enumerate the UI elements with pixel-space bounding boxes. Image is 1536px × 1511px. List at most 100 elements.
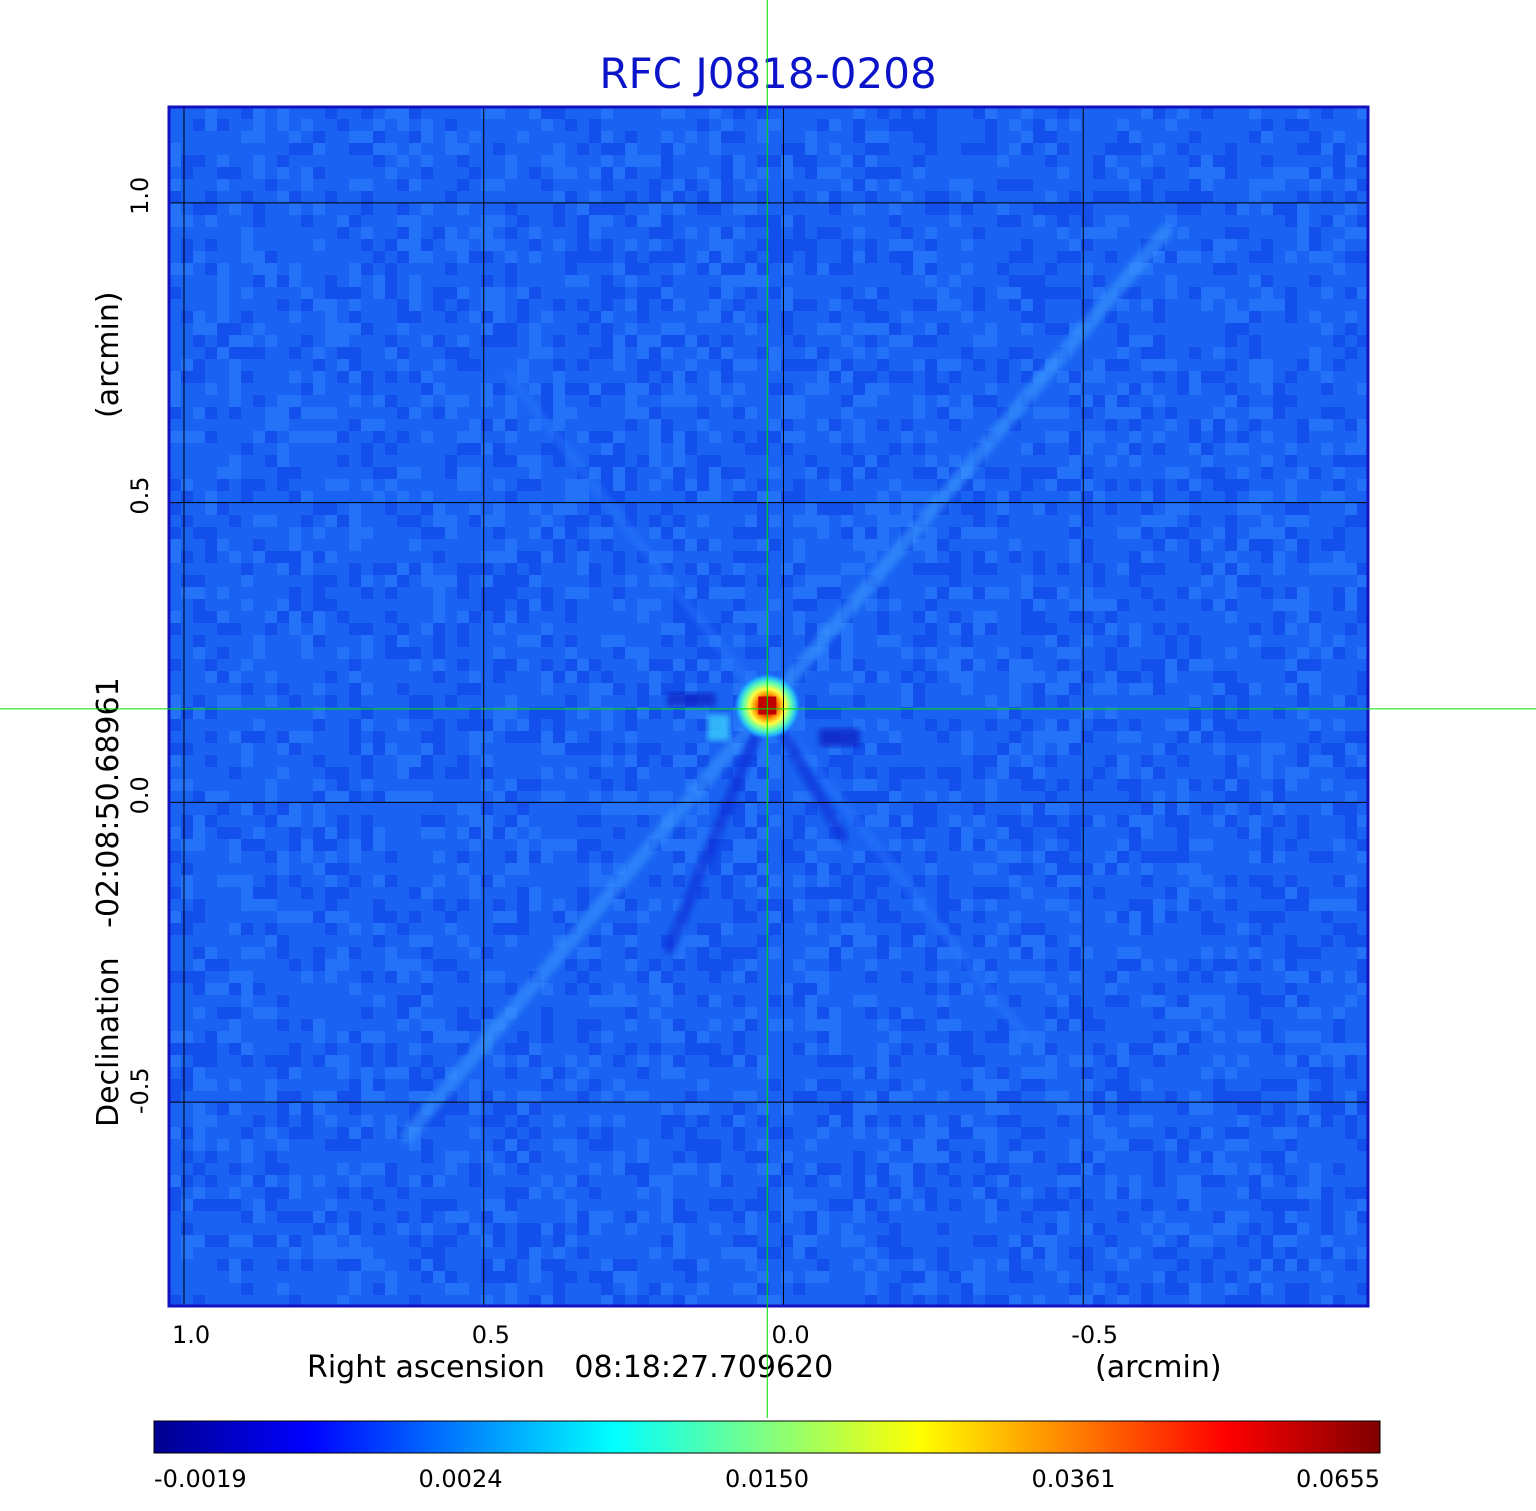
noise-pixel	[1225, 359, 1237, 371]
noise-pixel	[1141, 659, 1153, 671]
noise-pixel	[277, 107, 289, 119]
noise-pixel	[301, 647, 313, 659]
noise-pixel	[1357, 599, 1368, 611]
noise-pixel	[241, 131, 253, 143]
noise-pixel	[181, 1067, 193, 1079]
noise-pixel	[1261, 431, 1273, 443]
noise-pixel	[265, 779, 277, 791]
noise-pixel	[1009, 539, 1021, 551]
noise-pixel	[589, 683, 601, 695]
noise-pixel	[889, 791, 901, 803]
noise-pixel	[1345, 323, 1357, 335]
noise-pixel	[325, 767, 337, 779]
noise-pixel	[313, 863, 325, 875]
noise-pixel	[421, 983, 433, 995]
noise-pixel	[301, 215, 313, 227]
noise-pixel	[505, 539, 517, 551]
noise-pixel	[661, 1055, 673, 1067]
noise-pixel	[685, 587, 697, 599]
noise-pixel	[529, 1247, 541, 1259]
noise-pixel	[1057, 215, 1069, 227]
noise-pixel	[193, 1103, 205, 1115]
noise-pixel	[1285, 959, 1297, 971]
noise-pixel	[1153, 1007, 1165, 1019]
noise-pixel	[805, 707, 817, 719]
noise-pixel	[241, 1235, 253, 1247]
noise-pixel	[1045, 983, 1057, 995]
noise-pixel	[1165, 539, 1177, 551]
noise-pixel	[493, 1211, 505, 1223]
noise-pixel	[181, 575, 193, 587]
noise-pixel	[181, 1235, 193, 1247]
noise-pixel	[901, 767, 913, 779]
noise-pixel	[397, 1211, 409, 1223]
noise-pixel	[997, 587, 1009, 599]
noise-pixel	[505, 155, 517, 167]
noise-pixel	[517, 851, 529, 863]
noise-pixel	[637, 263, 649, 275]
noise-pixel	[1189, 635, 1201, 647]
noise-pixel	[613, 923, 625, 935]
noise-pixel	[289, 1295, 301, 1306]
noise-pixel	[649, 803, 661, 815]
noise-pixel	[385, 263, 397, 275]
noise-pixel	[385, 1115, 397, 1127]
noise-pixel	[1093, 815, 1105, 827]
noise-pixel	[745, 1151, 757, 1163]
noise-pixel	[253, 167, 265, 179]
noise-pixel	[493, 443, 505, 455]
noise-pixel	[949, 179, 961, 191]
noise-pixel	[517, 803, 529, 815]
noise-pixel	[313, 779, 325, 791]
noise-pixel	[1153, 1247, 1165, 1259]
noise-pixel	[1177, 587, 1189, 599]
noise-pixel	[421, 743, 433, 755]
noise-pixel	[217, 119, 229, 131]
noise-pixel	[889, 1199, 901, 1211]
noise-pixel	[709, 491, 721, 503]
noise-pixel	[445, 239, 457, 251]
noise-pixel	[373, 119, 385, 131]
noise-pixel	[397, 251, 409, 263]
noise-pixel	[1309, 467, 1321, 479]
noise-pixel	[1285, 1283, 1297, 1295]
noise-pixel	[397, 515, 409, 527]
noise-pixel	[1261, 791, 1273, 803]
noise-pixel	[313, 407, 325, 419]
noise-pixel	[1141, 587, 1153, 599]
noise-pixel	[1297, 359, 1309, 371]
noise-pixel	[493, 599, 505, 611]
noise-pixel	[1345, 1103, 1357, 1115]
noise-pixel	[613, 1055, 625, 1067]
noise-pixel	[1105, 503, 1117, 515]
noise-pixel	[1345, 455, 1357, 467]
noise-pixel	[1297, 167, 1309, 179]
noise-pixel	[1261, 527, 1273, 539]
noise-pixel	[1249, 1031, 1261, 1043]
noise-pixel	[1105, 1127, 1117, 1139]
noise-pixel	[241, 1151, 253, 1163]
noise-pixel	[961, 1043, 973, 1055]
noise-pixel	[865, 599, 877, 611]
noise-pixel	[1261, 743, 1273, 755]
noise-pixel	[577, 1091, 589, 1103]
noise-pixel	[1237, 1055, 1249, 1067]
noise-pixel	[505, 491, 517, 503]
noise-pixel	[1021, 371, 1033, 383]
noise-pixel	[433, 1199, 445, 1211]
noise-pixel	[529, 419, 541, 431]
noise-pixel	[661, 635, 673, 647]
noise-pixel	[697, 515, 709, 527]
noise-pixel	[277, 731, 289, 743]
noise-pixel	[925, 1127, 937, 1139]
noise-pixel	[349, 347, 361, 359]
noise-pixel	[421, 431, 433, 443]
noise-pixel	[745, 323, 757, 335]
noise-pixel	[265, 263, 277, 275]
noise-pixel	[637, 815, 649, 827]
noise-pixel	[853, 107, 865, 119]
noise-pixel	[505, 455, 517, 467]
noise-pixel	[853, 779, 865, 791]
noise-pixel	[1177, 803, 1189, 815]
noise-pixel	[709, 371, 721, 383]
